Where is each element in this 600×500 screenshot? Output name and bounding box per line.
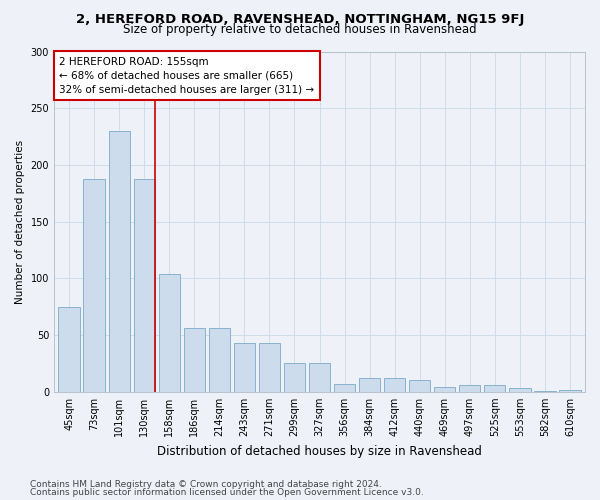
Bar xyxy=(309,364,330,392)
Text: Size of property relative to detached houses in Ravenshead: Size of property relative to detached ho… xyxy=(123,24,477,36)
Bar xyxy=(384,378,406,392)
Bar xyxy=(284,364,305,392)
Bar xyxy=(184,328,205,392)
Bar xyxy=(459,385,481,392)
Text: 2, HEREFORD ROAD, RAVENSHEAD, NOTTINGHAM, NG15 9FJ: 2, HEREFORD ROAD, RAVENSHEAD, NOTTINGHAM… xyxy=(76,12,524,26)
Text: Contains HM Land Registry data © Crown copyright and database right 2024.: Contains HM Land Registry data © Crown c… xyxy=(30,480,382,489)
X-axis label: Distribution of detached houses by size in Ravenshead: Distribution of detached houses by size … xyxy=(157,444,482,458)
Bar xyxy=(209,328,230,392)
Bar xyxy=(334,384,355,392)
Bar xyxy=(484,385,505,392)
Bar xyxy=(134,178,155,392)
Bar xyxy=(534,390,556,392)
Text: 2 HEREFORD ROAD: 155sqm
← 68% of detached houses are smaller (665)
32% of semi-d: 2 HEREFORD ROAD: 155sqm ← 68% of detache… xyxy=(59,56,314,94)
Bar xyxy=(259,343,280,392)
Text: Contains public sector information licensed under the Open Government Licence v3: Contains public sector information licen… xyxy=(30,488,424,497)
Bar xyxy=(83,178,105,392)
Bar xyxy=(109,131,130,392)
Y-axis label: Number of detached properties: Number of detached properties xyxy=(15,140,25,304)
Bar xyxy=(158,274,180,392)
Bar xyxy=(559,390,581,392)
Bar xyxy=(409,380,430,392)
Bar xyxy=(359,378,380,392)
Bar xyxy=(58,306,80,392)
Bar xyxy=(434,388,455,392)
Bar xyxy=(509,388,530,392)
Bar xyxy=(234,343,255,392)
